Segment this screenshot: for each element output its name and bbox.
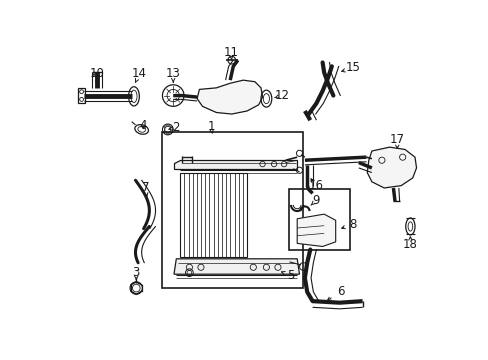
Text: 14: 14 [132, 67, 146, 81]
Text: 9: 9 [312, 194, 320, 207]
Polygon shape [366, 147, 416, 188]
Text: 2: 2 [172, 121, 180, 134]
Text: 8: 8 [349, 218, 356, 231]
Text: 18: 18 [402, 238, 417, 251]
Text: 10: 10 [89, 67, 104, 81]
Bar [78, 88, 85, 103]
Text: 11: 11 [223, 46, 238, 59]
Text: 6: 6 [337, 285, 344, 298]
Text: 12: 12 [274, 89, 289, 102]
Text: 7: 7 [142, 181, 149, 194]
Text: 3: 3 [132, 266, 140, 279]
Text: 13: 13 [165, 67, 180, 81]
Text: 16: 16 [308, 179, 323, 192]
Bar [289, 189, 349, 249]
Text: 1: 1 [207, 120, 214, 133]
Bar [162, 132, 302, 288]
Text: 17: 17 [389, 133, 404, 146]
Text: 5: 5 [287, 269, 294, 282]
Text: 4: 4 [139, 119, 147, 132]
Polygon shape [174, 160, 297, 170]
Polygon shape [174, 259, 299, 274]
Polygon shape [297, 214, 335, 247]
Polygon shape [197, 80, 262, 114]
Text: 15: 15 [346, 61, 360, 74]
